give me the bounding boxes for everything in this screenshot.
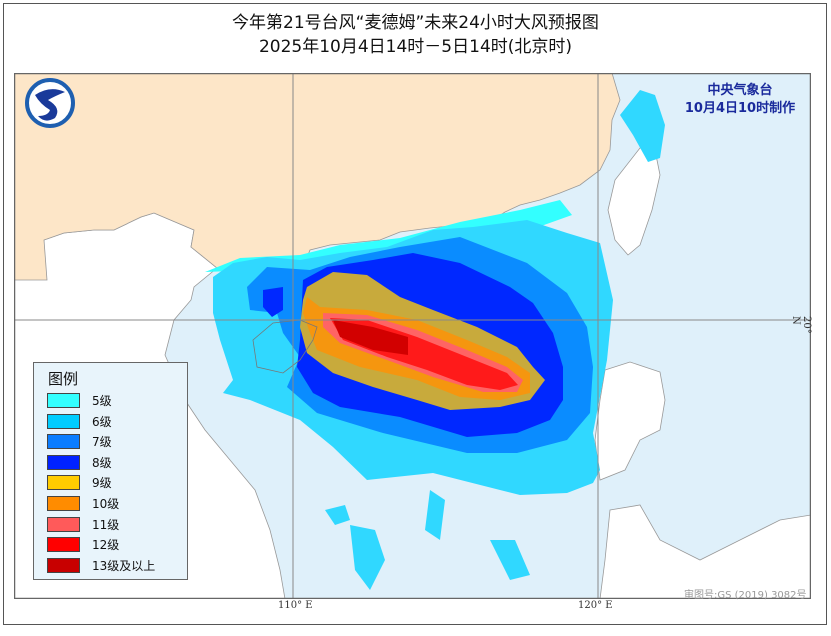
land-taiwan	[607, 147, 661, 256]
legend: 图例 5级 6级 7级 8级 9级 10级 11级 12级 13级及以上	[33, 362, 188, 580]
map-frame	[14, 73, 811, 599]
map-approval-number: 审图号:GS (2019) 3082号	[684, 590, 807, 601]
legend-item: 6级	[47, 413, 112, 430]
legend-label: 6级	[92, 414, 112, 429]
map-subtitle: 2025年10月4日14时－5日14时(北京时)	[258, 37, 573, 57]
issue-time: 10月4日10时制作	[684, 101, 796, 116]
legend-label: 8级	[92, 455, 112, 470]
legend-swatch	[47, 496, 80, 511]
legend-swatch	[47, 557, 80, 573]
legend-label: 10级	[92, 497, 120, 511]
figure-border	[3, 3, 827, 625]
legend-item: 7级	[47, 433, 112, 450]
legend-swatch	[47, 393, 80, 408]
legend-item: 5级	[47, 392, 112, 409]
legend-label: 12级	[92, 538, 120, 553]
legend-item: 12级	[47, 536, 119, 553]
legend-swatch	[47, 516, 80, 532]
legend-item: 13级及以上	[47, 557, 155, 574]
legend-item: 8级	[47, 454, 112, 471]
agency-name: 中央气象台	[707, 83, 773, 98]
lon-label-110e: 110° E	[278, 600, 313, 611]
legend-label: 5级	[92, 394, 112, 408]
legend-swatch	[47, 537, 80, 553]
legend-label: 9级	[92, 476, 112, 491]
map-title: 今年第21号台风“麦德姆”未来24小时大风预报图	[232, 13, 599, 33]
wind-zone-6-taiwan	[620, 90, 665, 162]
wind-zone-5	[205, 200, 572, 272]
lat-label-20n: 20° N	[790, 316, 812, 334]
wind-zone-13	[333, 320, 408, 355]
legend-title: 图例	[48, 370, 79, 388]
land-luzon	[594, 361, 666, 481]
legend-label: 7级	[92, 435, 112, 450]
legend-swatch	[47, 475, 80, 491]
lon-label-120e: 120° E	[578, 600, 613, 611]
legend-item: 11级	[47, 516, 119, 533]
agency-stamp: 中央气象台 10月4日10时制作	[660, 82, 820, 118]
cma-logo	[25, 78, 75, 128]
hainan-outline	[252, 319, 318, 374]
wind-zone-6-south	[325, 490, 530, 590]
legend-item: 10级	[47, 495, 119, 512]
wind-zones	[205, 90, 665, 590]
legend-label: 13级及以上	[92, 558, 156, 573]
legend-label: 11级	[92, 517, 120, 532]
legend-swatch	[47, 454, 80, 470]
legend-swatch	[47, 434, 80, 450]
land-philippines-south	[599, 504, 811, 599]
legend-swatch	[47, 413, 80, 429]
legend-item: 9级	[47, 474, 112, 491]
